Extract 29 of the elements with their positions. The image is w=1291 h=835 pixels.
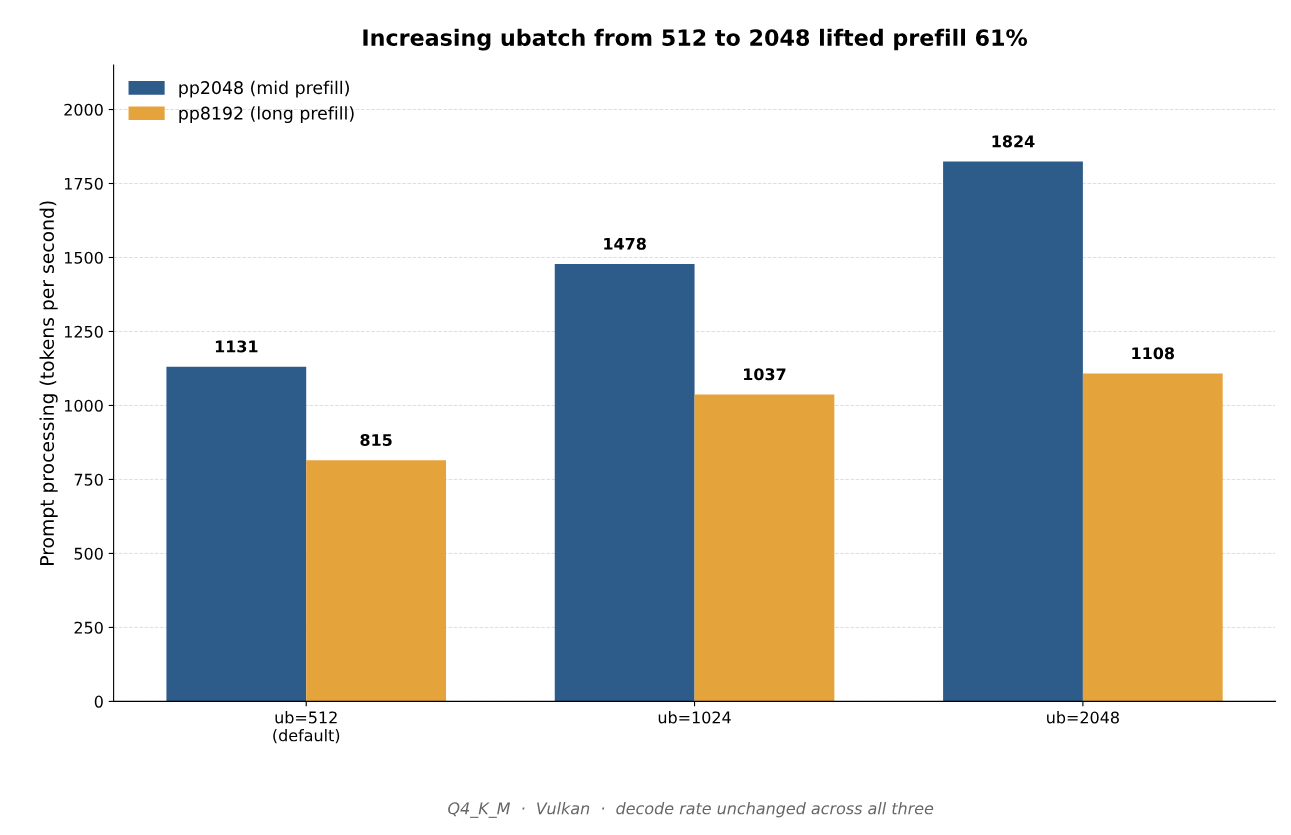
y-tick-label: 250 [74,621,103,634]
bar [306,460,447,702]
y-tick-label: 1500 [64,251,103,264]
y-tick-label: 500 [74,547,103,560]
y-tick-label: 0 [94,695,103,708]
data-label: 1131 [215,340,258,353]
chart-title: Increasing ubatch from 512 to 2048 lifted prefill 61% [363,28,1028,51]
y-tick-label: 1750 [64,177,103,190]
y-tick-label: 1000 [64,399,103,412]
text: Q4_K_M · Vulkan · decode rate unchanged across all three [448,802,934,818]
y-tick-label: 2000 [64,103,103,116]
x-tick-label: ub=512 (default) [273,711,340,744]
y-tick-label: 1250 [64,325,103,338]
bar [554,264,695,702]
bar [166,366,307,702]
data-label: 1108 [1132,347,1175,360]
data-label: 1478 [604,237,646,250]
x-tick-label: ub=2048 [1047,711,1119,724]
legend-label: pp2048 (mid prefill) [179,80,349,98]
y-tick-label: 750 [74,473,103,486]
x-tick-label: ub=1024 [658,711,731,724]
bar [694,394,835,702]
legend-label: pp8192 (long prefill) [179,106,354,124]
data-label: 1037 [744,368,786,381]
y-axis-title: Prompt processing (tokens per second) [39,201,58,565]
data-label: 815 [360,433,392,446]
bar [1082,373,1223,702]
bar [943,161,1083,702]
data-label: 1824 [992,135,1035,148]
